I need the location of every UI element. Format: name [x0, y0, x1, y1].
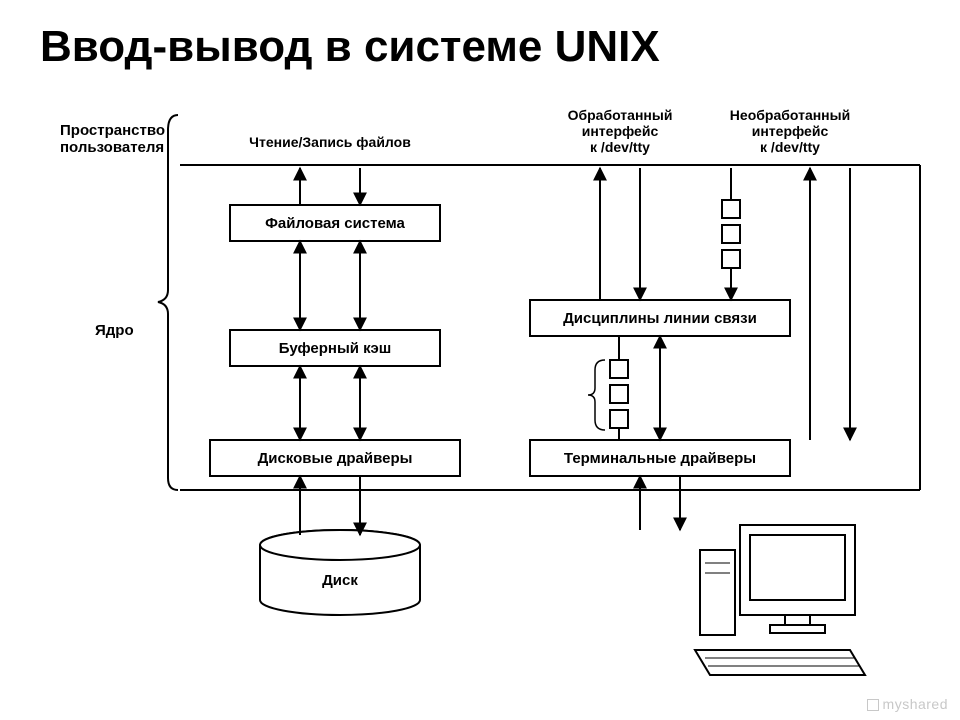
- node-line-disciplines-label: Дисциплины линии связи: [563, 310, 757, 327]
- node-filesystem-label: Файловая система: [265, 215, 405, 232]
- node-disk-drivers-label: Дисковые драйверы: [258, 450, 413, 467]
- watermark: myshared: [867, 696, 948, 712]
- label-raw-3: к /dev/tty: [760, 139, 820, 155]
- label-cooked-1: Обработанный: [568, 107, 673, 123]
- node-disk-label: Диск: [322, 572, 358, 589]
- queue-square: [610, 360, 628, 378]
- watermark-text: myshared: [883, 696, 948, 712]
- label-cooked-3: к /dev/tty: [590, 139, 650, 155]
- side-brace: [158, 115, 178, 490]
- label-rw-files: Чтение/Запись файлов: [249, 134, 411, 150]
- label-kernel: Ядро: [95, 322, 134, 339]
- label-cooked-2: интерфейс: [582, 123, 659, 139]
- queue-square: [610, 385, 628, 403]
- queue-square: [722, 225, 740, 243]
- label-raw-1: Необработанный: [730, 107, 850, 123]
- label-raw-2: интерфейс: [752, 123, 829, 139]
- queue-square: [610, 410, 628, 428]
- node-disk: Диск: [260, 530, 420, 615]
- queue-square: [722, 200, 740, 218]
- node-buffer-cache-label: Буферный кэш: [279, 340, 392, 357]
- label-userspace-2: пользователя: [60, 139, 164, 156]
- computer-icon: [695, 525, 865, 675]
- label-userspace-1: Пространство: [60, 122, 165, 139]
- node-terminal-drivers-label: Терминальные драйверы: [564, 450, 756, 467]
- queue-brace: [588, 360, 605, 430]
- queue-square: [722, 250, 740, 268]
- diagram-svg: Пространство пользователя Ядро Чтение/За…: [0, 0, 960, 720]
